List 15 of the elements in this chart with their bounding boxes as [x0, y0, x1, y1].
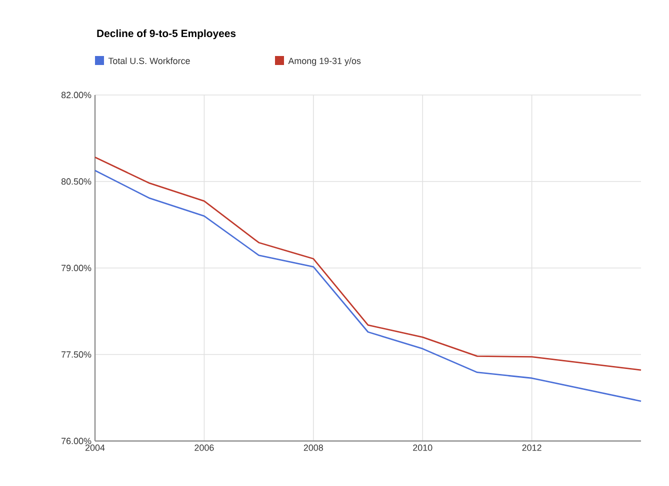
legend-label: Total U.S. Workforce — [108, 57, 190, 64]
x-tick-label: 2006 — [194, 444, 214, 451]
x-tick-label: 2008 — [304, 444, 323, 451]
x-tick-label: 2004 — [85, 444, 105, 451]
legend-label: Among 19-31 y/os — [288, 57, 361, 66]
y-tick-label: 82.00% — [61, 92, 92, 98]
x-tick-label: 2012 — [522, 444, 542, 451]
y-tick-label: 77.50% — [62, 351, 92, 358]
x-tick-label: 2010 — [413, 444, 432, 451]
y-tick-label: 80.50% — [61, 178, 92, 185]
chart-title: Decline of 9-to-5 Employees — [97, 29, 236, 40]
y-tick-label: 79.00% — [62, 264, 92, 272]
line-series — [94, 156, 642, 371]
y-tick-label: 76.00% — [62, 438, 92, 444]
line-series — [94, 170, 642, 402]
